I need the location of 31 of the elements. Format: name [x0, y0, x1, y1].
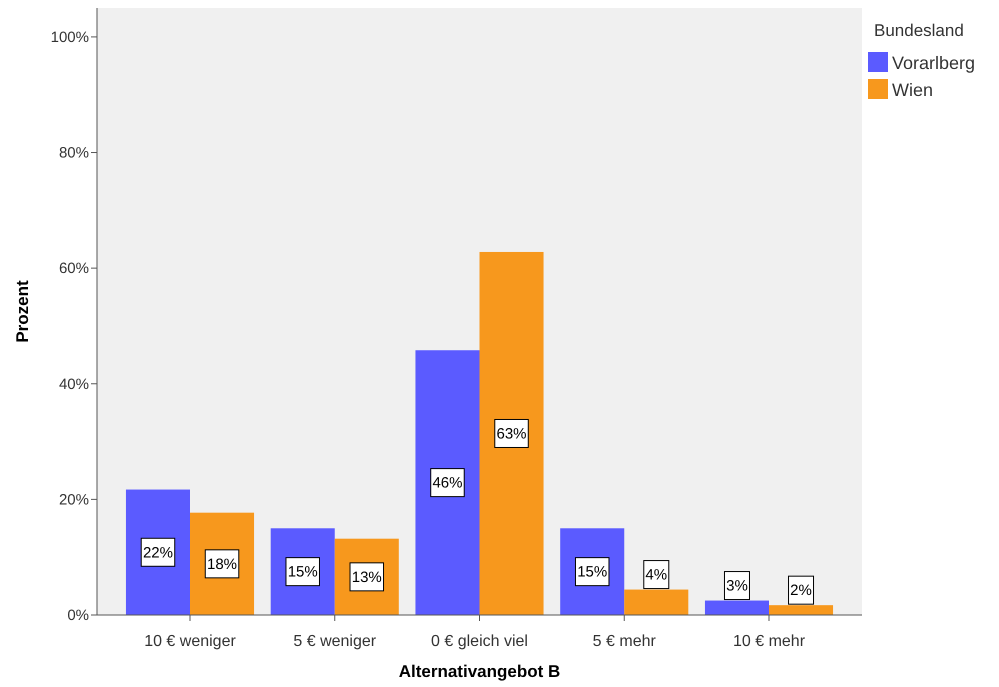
legend-label: Wien — [892, 80, 934, 100]
data-label: 13% — [352, 568, 382, 586]
data-label: 22% — [142, 544, 173, 562]
x-axis-title: Alternativangebot B — [398, 662, 560, 681]
legend-label: Vorarlberg — [892, 53, 976, 73]
x-tick-label: 10 € weniger — [144, 633, 236, 650]
bar — [624, 590, 688, 615]
y-tick-label: 100% — [50, 28, 89, 46]
legend-title: Bundesland — [874, 21, 964, 40]
bar — [769, 605, 834, 615]
x-tick-label: 5 € weniger — [293, 633, 377, 650]
bar — [704, 600, 769, 615]
y-tick-label: 0% — [67, 607, 89, 624]
data-label: 2% — [790, 582, 812, 600]
data-label: 63% — [496, 425, 527, 442]
bar — [415, 350, 480, 615]
y-tick-label: 80% — [58, 144, 89, 162]
x-tick-label: 10 € mehr — [732, 633, 806, 650]
y-axis-title: Prozent — [13, 280, 32, 343]
data-label: 15% — [577, 564, 608, 581]
data-label: 46% — [432, 474, 462, 492]
y-tick-label: 40% — [58, 376, 89, 393]
y-tick-label: 20% — [58, 491, 89, 508]
x-tick-label: 0 € gleich viel — [431, 633, 528, 650]
data-label: 3% — [726, 578, 748, 595]
bar — [480, 252, 544, 615]
data-label: 15% — [288, 564, 318, 581]
data-label: 4% — [645, 566, 668, 584]
x-tick-label: 5 € mehr — [592, 633, 656, 650]
data-label: 18% — [207, 556, 238, 573]
y-tick-label: 60% — [58, 260, 89, 278]
